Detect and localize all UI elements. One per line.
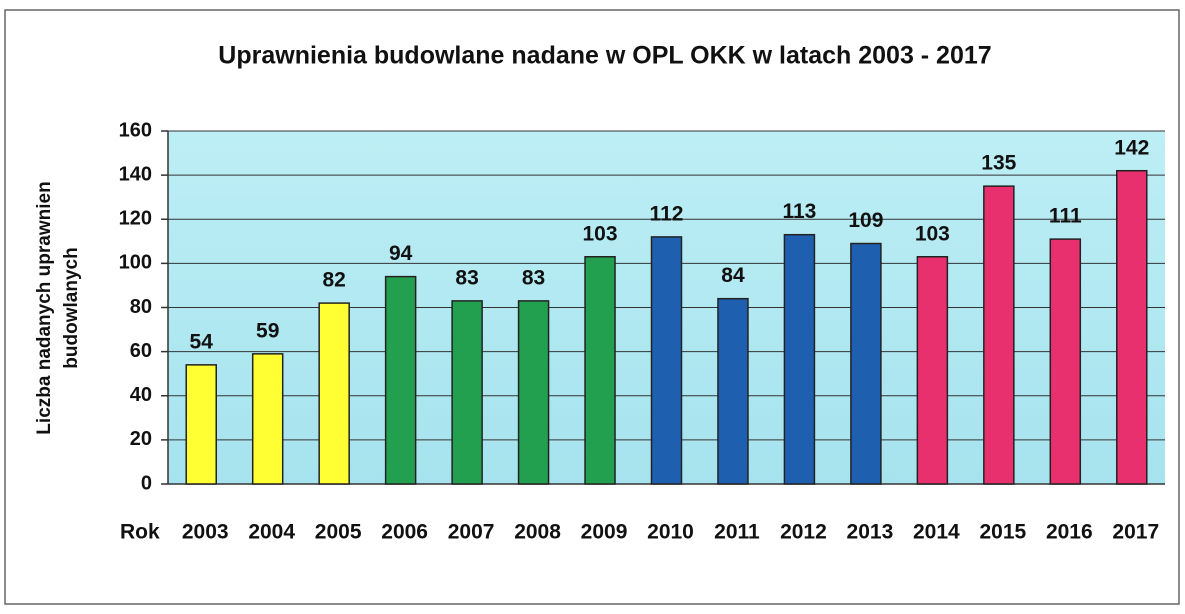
- y-tick-label: 60: [130, 340, 152, 362]
- y-tick-label: 140: [119, 163, 152, 185]
- y-axis-label: budowlanych: [61, 247, 82, 368]
- bar: [584, 256, 616, 485]
- bar: [251, 353, 284, 485]
- x-tick-label: 2004: [248, 521, 295, 544]
- data-label: 103: [915, 222, 950, 245]
- x-tick-label: 2007: [448, 521, 495, 544]
- data-label: 135: [981, 152, 1016, 175]
- x-tick-label: 2008: [514, 521, 561, 544]
- bar: [517, 300, 550, 485]
- x-tick-label: 2003: [182, 521, 229, 544]
- x-axis-label: Rok: [120, 521, 160, 544]
- y-axis-label: Liczba nadanych uprawnien: [34, 181, 55, 434]
- data-label: 83: [455, 266, 478, 289]
- data-label: 103: [583, 222, 618, 245]
- bar: [916, 256, 949, 485]
- x-tick-label: 2016: [1046, 521, 1093, 544]
- bar: [185, 364, 217, 485]
- data-label: 94: [389, 242, 413, 265]
- bar: [384, 275, 417, 485]
- x-tick-label: 2011: [714, 521, 760, 544]
- bar: [451, 300, 483, 485]
- chart-title: Uprawnienia budowlane nadane w OPL OKK w…: [218, 42, 991, 70]
- y-tick-label: 40: [130, 384, 152, 406]
- x-tick-label: 2010: [647, 521, 694, 544]
- data-label: 54: [190, 330, 214, 353]
- bar: [717, 297, 749, 485]
- x-tick-label: 2013: [847, 521, 894, 544]
- x-tick-label: 2014: [913, 521, 960, 544]
- x-tick-label: 2005: [315, 521, 362, 544]
- bar: [650, 236, 683, 485]
- data-label: 83: [522, 266, 545, 289]
- bar: [1049, 238, 1082, 485]
- data-label: 112: [650, 202, 684, 225]
- y-tick-label: 80: [130, 296, 152, 318]
- data-label: 113: [782, 200, 816, 223]
- x-tick-label: 2017: [1112, 521, 1159, 544]
- y-tick-label: 120: [119, 208, 152, 230]
- data-label: 59: [256, 319, 279, 342]
- data-label: 109: [848, 209, 883, 232]
- x-tick-label: 2015: [979, 521, 1026, 544]
- y-tick-label: 160: [119, 119, 152, 141]
- bar: [850, 242, 882, 485]
- data-label: 142: [1114, 136, 1149, 159]
- data-label: 84: [721, 264, 745, 287]
- data-label: 111: [1049, 205, 1082, 228]
- y-tick-label: 20: [130, 428, 152, 450]
- bar: [783, 233, 816, 485]
- data-label: 82: [322, 269, 345, 292]
- x-tick-label: 2009: [581, 521, 628, 544]
- bar: [983, 185, 1015, 485]
- y-tick-label: 0: [141, 472, 152, 494]
- y-tick-label: 100: [119, 252, 152, 274]
- bar: [1116, 169, 1148, 485]
- bar: [318, 302, 350, 485]
- x-tick-label: 2006: [381, 521, 428, 544]
- x-tick-label: 2012: [780, 521, 827, 544]
